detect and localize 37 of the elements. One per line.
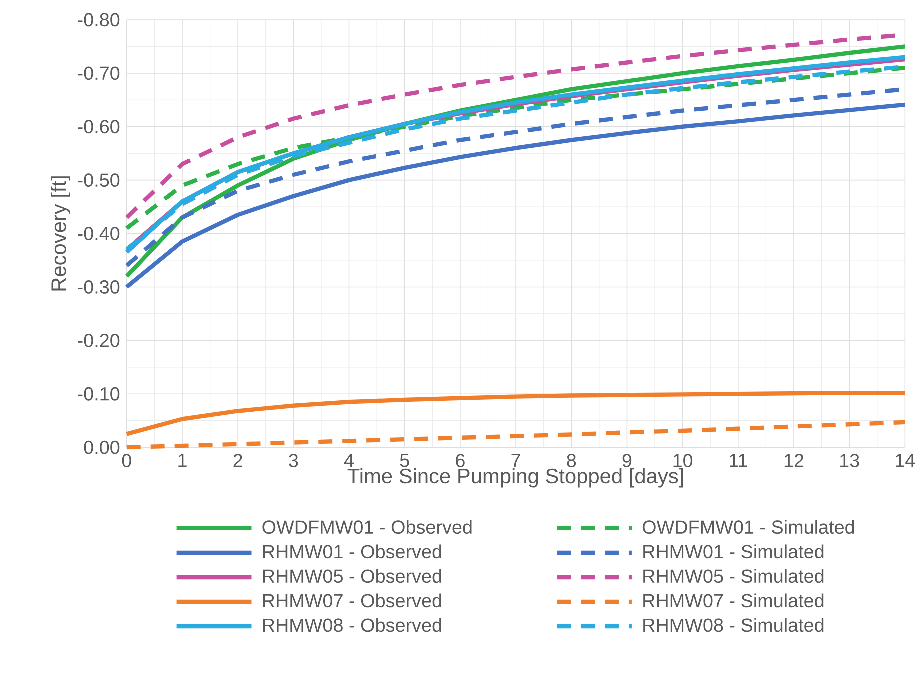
x-tick-label: 9 [622,454,632,468]
x-tick-label: 7 [512,454,520,467]
legend-label: RHMW08 - Simulated [644,618,824,632]
x-tick-label: 0 [122,454,132,468]
y-tick-label: -0.10 [78,387,120,401]
x-tick-label: 3 [289,454,298,468]
x-tick-label: 11 [730,454,748,467]
legend-label: RHMW01 - Simulated [644,544,824,558]
y-tick-label: -0.60 [78,120,120,134]
x-tick-label: 8 [567,454,576,468]
legend-label: RHMW01 - Observed [263,544,442,558]
legend-label: RHMW05 - Simulated [644,569,824,583]
y-tick-label: -0.50 [78,173,120,187]
y-tick-label: 0.00 [84,440,120,454]
y-tick-label: -0.30 [78,280,120,294]
y-tick-label: -0.80 [78,13,120,26]
legend-label: RHMW05 - Observed [263,569,442,583]
legend-label: OWDFMW01 - Simulated [642,520,854,534]
legend-label: OWDFMW01 - Observed [262,520,472,534]
x-axis-title: Time Since Pumping Stopped [days] [348,468,684,488]
y-axis-title: Recovery [ft] [50,176,70,291]
legend-label: RHMW07 - Simulated [644,594,824,608]
legend-label: RHMW08 - Observed [263,618,442,632]
x-tick-label: 14 [896,454,916,467]
y-tick-label: -0.20 [78,334,120,348]
x-tick-label: 13 [840,454,860,468]
legend-label: RHMW07 - Observed [263,594,442,608]
x-tick-label: 6 [456,454,465,468]
x-tick-label: 1 [178,454,187,467]
x-tick-label: 4 [344,454,354,467]
y-tick-label: -0.40 [78,226,120,240]
x-tick-label: 2 [234,454,242,468]
y-tick-label: -0.70 [78,66,120,80]
line-series [124,102,908,290]
x-tick-label: 10 [674,454,693,468]
x-tick-label: 12 [784,454,804,468]
x-tick-label: 5 [400,454,410,468]
